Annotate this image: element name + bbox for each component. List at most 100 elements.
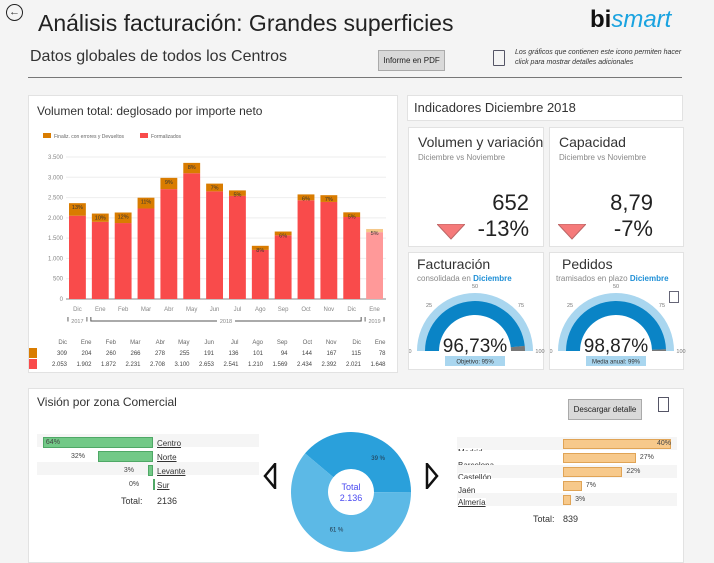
bar-formalizados[interactable] [206,191,223,299]
y-tick-label: 1.500 [48,236,64,242]
city-link[interactable]: Almería [458,498,486,507]
bar-errores[interactable] [160,177,178,190]
download-detail-button[interactable]: Descargar detalle [568,399,642,420]
city-bar[interactable] [563,467,623,477]
gauge: 0 25 50 75 100 98,87% Media anual: 99% [550,284,686,366]
y-tick-label: 0 [60,297,64,303]
x-tick-label: Ago [255,307,266,313]
table-cell: 2.708 [150,362,166,368]
city-pct: 22% [626,468,641,475]
facturacion-card[interactable]: Facturación consolidada en Diciembre 0 25… [408,252,545,370]
table-header: Ago [252,340,263,346]
zona-link[interactable]: Norte [157,453,177,462]
bar-errores[interactable] [251,245,269,250]
zona-bar[interactable] [153,479,155,490]
gauge-target: Media anual: 99% [592,360,641,366]
bar-formalizados[interactable] [297,200,315,299]
detail-icon[interactable] [669,291,679,303]
bar-errores[interactable] [91,213,109,222]
table-cell: 1.210 [248,362,264,368]
bar-formalizados[interactable] [229,195,246,299]
zona-pct: 3% [123,467,134,474]
bar-errores[interactable] [297,194,315,201]
year-label-bg [217,317,235,324]
zona-link[interactable]: Levante [157,467,186,476]
x-tick-label: Jun [210,307,220,313]
bar-errores[interactable] [69,203,86,216]
bar-errores[interactable] [343,212,361,218]
bar-formalizados[interactable] [69,215,86,299]
card-subtitle: consolidada en Diciembre [417,274,512,283]
city-link[interactable]: Castellón [458,473,492,482]
down-arrow-icon [437,224,465,240]
bar-formalizados[interactable] [320,201,338,299]
bar-pct-label: 5% [371,231,379,237]
bar-formalizados[interactable] [366,232,383,299]
table-cell: 260 [106,351,117,357]
back-button[interactable]: ← [6,4,23,21]
bar-errores[interactable] [137,197,155,209]
bar-formalizados[interactable] [114,223,132,299]
next-arrow-icon[interactable] [425,463,439,489]
y-tick-label: 3.500 [48,155,64,161]
city-bar[interactable] [563,495,572,505]
bar-formalizados[interactable] [274,235,292,299]
bar-errores[interactable] [114,212,132,224]
table-cell: 2.392 [321,362,337,368]
indicators-title: Indicadores Diciembre 2018 [414,100,576,115]
bar-pct-label: 10% [95,216,106,222]
card-subtitle: Diciembre vs Noviembre [418,153,506,162]
table-cell: 1.872 [101,362,117,368]
pdf-report-button[interactable]: Informe en PDF [378,50,445,71]
detail-icon[interactable] [658,397,669,412]
y-tick-label: 2.500 [48,196,64,202]
bar-errores[interactable] [320,195,338,202]
city-bar[interactable] [563,453,636,463]
bar-formalizados[interactable] [137,208,155,299]
city-link[interactable]: Jaén [458,485,476,495]
bar-pct-label: 6% [279,234,287,240]
city-bar[interactable] [563,481,582,491]
donut-slice[interactable] [305,432,411,493]
gauge-track [558,293,674,351]
bar-formalizados[interactable] [91,221,109,299]
gauge-tick: 50 [472,284,478,290]
x-tick-label: Oct [301,307,311,313]
table-header: Jul [231,340,239,346]
table-header: Dic [352,340,361,346]
subtitle-month: Diciembre [629,274,669,283]
bar-errores[interactable] [206,183,223,192]
bar-formalizados[interactable] [160,189,178,299]
bar-pct-label: 13% [72,205,83,211]
volume-chart-panel: Volumen total: deglosado por importe net… [28,95,398,373]
donut-slice[interactable] [291,453,411,552]
zona-bar[interactable] [42,437,153,448]
previous-arrow-icon[interactable] [263,463,277,489]
zona-bar[interactable] [147,465,153,476]
bar-errores[interactable] [366,228,383,233]
table-cell: 266 [130,351,141,357]
table-cell: 94 [281,351,288,357]
zona-link[interactable]: Centro [157,439,182,448]
gauge-tick: 0 [409,349,412,355]
gauge-track [417,293,533,351]
table-cell: 2.053 [52,362,68,368]
x-tick-label: Ene [95,307,106,313]
zona-link[interactable]: Sur [157,481,170,490]
bar-formalizados[interactable] [183,173,201,299]
bar-errores[interactable] [274,231,292,236]
zona-bar[interactable] [97,451,153,462]
volumen-value: 652 [492,190,529,215]
table-cell: 278 [155,351,166,357]
bar-formalizados[interactable] [343,217,361,299]
bar-formalizados[interactable] [251,249,269,299]
pedidos-card[interactable]: Pedidos tramisados en plazo Diciembre 0 2… [549,252,686,370]
bar-pct-label: 5% [348,214,356,220]
city-bar[interactable] [563,439,671,449]
volumen-card: Volumen y variación Diciembre vs Noviemb… [408,127,544,247]
bar-errores[interactable] [229,190,246,196]
x-tick-label: Dic [347,307,356,313]
bar-errores[interactable] [183,162,201,174]
subtitle-month: Diciembre [473,274,512,283]
